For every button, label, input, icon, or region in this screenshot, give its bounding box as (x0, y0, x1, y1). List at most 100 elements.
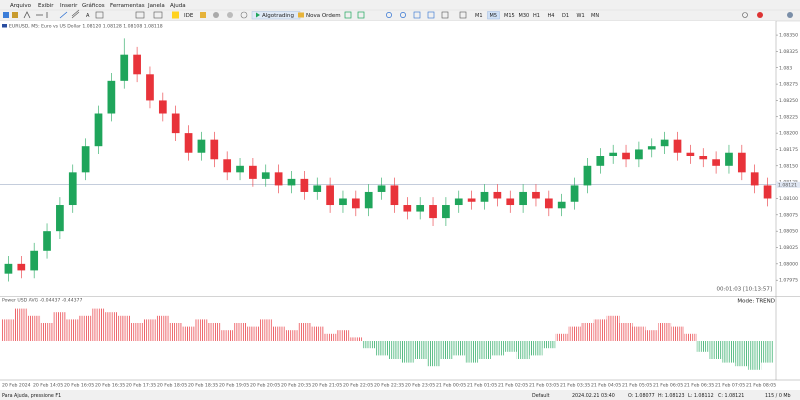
indicator-bar (362, 341, 376, 349)
candle-body (660, 139, 669, 147)
icon[interactable] (413, 11, 421, 19)
icon[interactable] (71, 9, 80, 19)
candle-body (686, 152, 695, 156)
search[interactable] (742, 12, 748, 18)
candle-body (557, 201, 566, 209)
new-order-button[interactable]: Nova Ordem (306, 13, 341, 19)
menu-item[interactable]: Gráficos (82, 2, 105, 9)
y-tick-label: 1.08225 (779, 114, 798, 120)
indicator-bar (735, 341, 749, 367)
timeframe-button[interactable]: M30 (519, 13, 530, 19)
x-tick-label: 20 Feb 23:05 (405, 383, 435, 389)
timeframe-button[interactable]: M1 (475, 13, 483, 19)
indicator-bar (542, 341, 556, 349)
candle-body (622, 152, 630, 160)
menu-item[interactable]: Exibir (38, 3, 54, 9)
menu-item[interactable]: Janela (147, 3, 165, 9)
x-tick-label: 20 Feb 22:35 (374, 383, 404, 389)
candle-body (493, 191, 502, 199)
y-tick-label: 1.08000 (779, 261, 798, 267)
icon[interactable] (200, 12, 206, 18)
icon[interactable] (298, 12, 304, 18)
candle-body (737, 152, 746, 173)
candle-body (43, 231, 51, 251)
status-item: C: 1.08121 (718, 393, 744, 399)
y-tick-label: 1.08350 (779, 33, 798, 39)
indicator-bar (79, 315, 93, 341)
x-tick-label: 21 Feb 08:05 (746, 383, 776, 389)
candle-body (4, 263, 13, 274)
x-tick-label: 21 Feb 06:05 (653, 383, 683, 389)
icon[interactable] (386, 12, 392, 18)
candle-body (120, 54, 129, 81)
icon[interactable] (12, 12, 18, 18)
indicator-bar (117, 315, 131, 341)
candle-body (68, 172, 77, 206)
timeframe-button[interactable]: D1 (562, 13, 569, 19)
icon[interactable] (213, 12, 219, 18)
algotrading-label[interactable]: Algotrading (262, 13, 294, 19)
indicator-bar (297, 323, 311, 341)
status-item: Default (532, 393, 550, 399)
indicator-bar (671, 326, 684, 341)
indicator-bar (349, 337, 363, 341)
indicator-bar (529, 341, 543, 356)
icon[interactable] (172, 11, 179, 19)
icon[interactable] (400, 12, 406, 18)
icon[interactable]: A (86, 13, 90, 19)
indicator-bar (645, 330, 659, 341)
x-tick-label: 21 Feb 04:05 (591, 383, 621, 389)
icon[interactable] (135, 11, 145, 19)
indicator-bar (169, 323, 183, 341)
timeframe-button[interactable]: W1 (577, 13, 585, 19)
ide-button[interactable]: IDE (184, 13, 194, 19)
icon[interactable] (23, 11, 31, 19)
icon[interactable] (357, 11, 365, 19)
candle-body (532, 191, 540, 199)
icon[interactable] (427, 11, 435, 19)
x-tick-label: 20 Feb 20:05 (250, 383, 280, 389)
indicator-bar (426, 341, 440, 367)
indicator-bar (27, 315, 41, 341)
icon[interactable] (459, 11, 467, 19)
icon[interactable] (153, 11, 163, 19)
menu-item[interactable]: Inserir (60, 3, 78, 9)
candle-body (506, 198, 515, 206)
indicator-bar (619, 323, 633, 341)
toolbar-icons: A (3, 9, 793, 20)
icon[interactable] (95, 11, 104, 19)
y-tick-label: 1.07975 (779, 278, 798, 284)
icon[interactable] (3, 12, 9, 18)
icon[interactable] (240, 11, 248, 19)
menu-item[interactable]: Ferramentas (110, 3, 145, 9)
icon[interactable] (59, 11, 68, 19)
indicator-bar (233, 323, 247, 341)
menu-item[interactable]: Arquivo (10, 3, 32, 9)
candle-body (480, 191, 489, 202)
x-tick-label: 20 Feb 14:05 (33, 383, 63, 389)
candle-body (17, 263, 26, 271)
candle-body (519, 191, 527, 206)
x-tick-label: 21 Feb 06:35 (684, 383, 714, 389)
menu-item[interactable]: Ajuda (170, 3, 186, 9)
indicator-bar (722, 341, 736, 363)
timeframe-button[interactable]: H4 (548, 13, 555, 19)
notifications[interactable] (757, 12, 763, 18)
status-item: H: 1.08123 (658, 393, 685, 399)
candle-body (570, 185, 579, 202)
y-tick-label: 1.08200 (779, 131, 798, 137)
icon[interactable] (441, 11, 449, 19)
bar-timer: 00:01:03 [10:13:57] (717, 287, 772, 293)
y-tick-label: 1.08275 (779, 82, 798, 88)
timeframe-button[interactable]: MN (591, 13, 599, 19)
indicator-bar (323, 333, 337, 341)
timeframe-button[interactable]: H1 (533, 13, 540, 19)
x-tick-label: 20 Feb 2024 (2, 383, 31, 389)
icon[interactable] (227, 12, 233, 18)
account[interactable] (787, 12, 793, 18)
icon[interactable] (344, 11, 352, 19)
candle-body (364, 191, 373, 209)
timeframe-button[interactable]: M5 (490, 13, 498, 19)
indicator-bar (658, 323, 672, 341)
timeframe-button[interactable]: M15 (504, 13, 515, 19)
